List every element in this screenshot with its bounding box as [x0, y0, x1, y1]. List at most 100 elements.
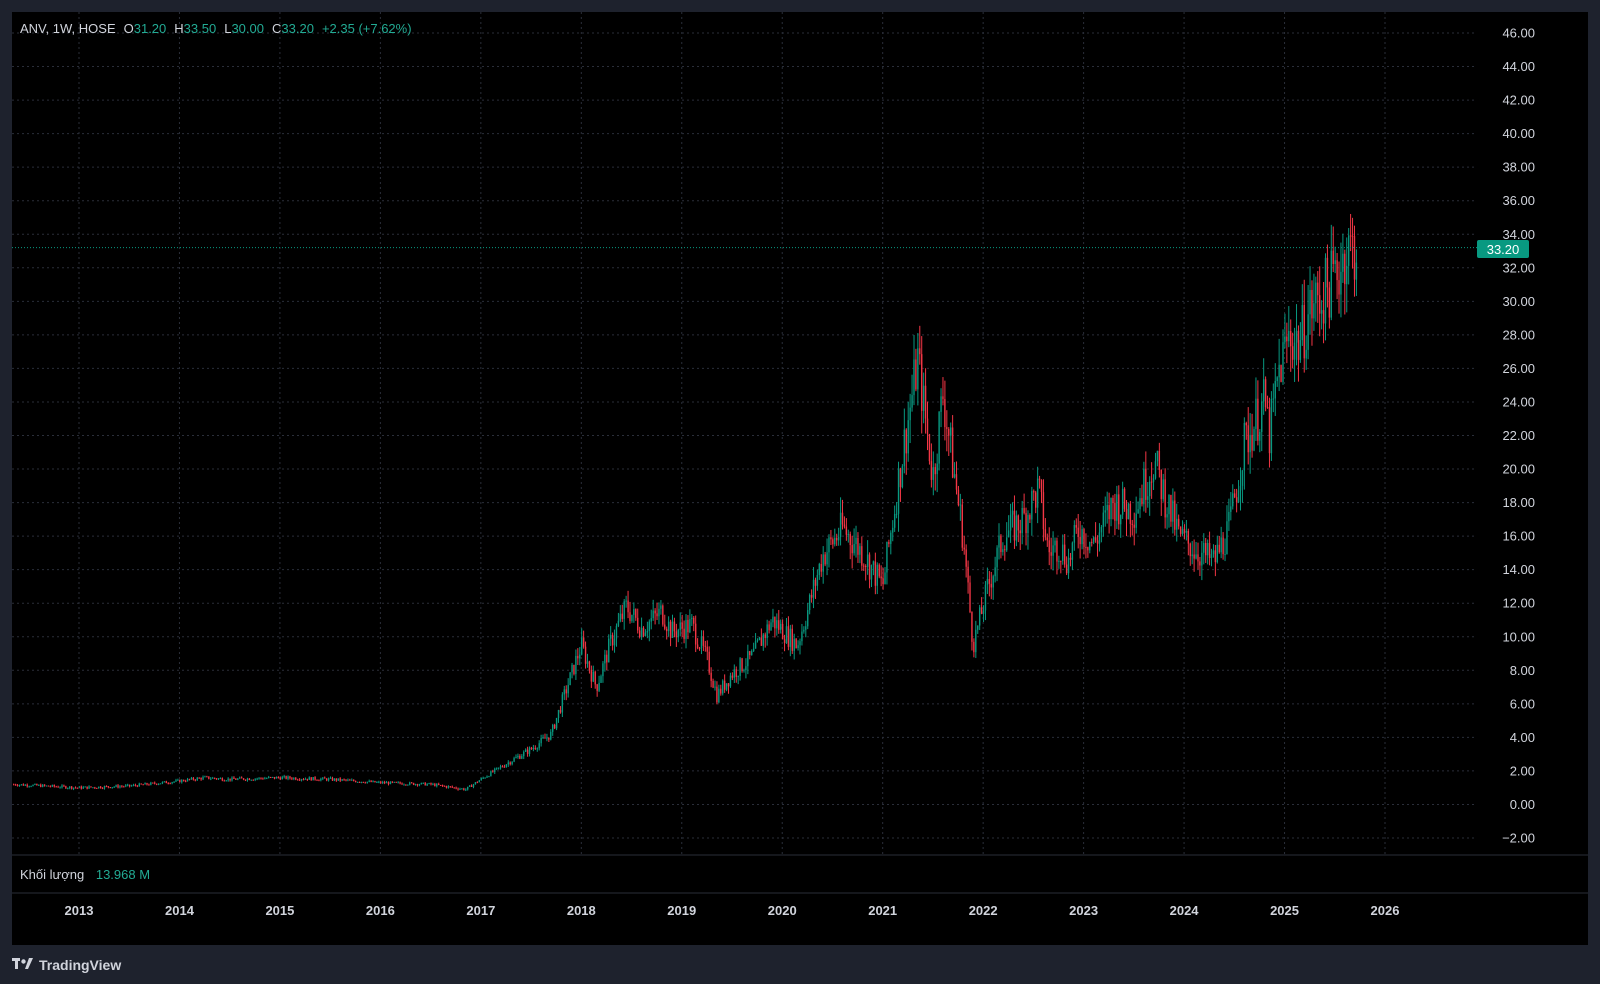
candle-body [720, 688, 722, 694]
candle-body [165, 781, 168, 784]
candle-body [779, 623, 782, 630]
candle-body [882, 578, 884, 585]
candle-body [832, 539, 834, 545]
candle-body [281, 776, 283, 780]
candle-body [324, 777, 326, 779]
symbol-label[interactable]: ANV, 1W, HOSE [20, 21, 116, 36]
candle-body [208, 776, 210, 779]
candle-body [567, 685, 569, 694]
candle-body [824, 554, 826, 565]
candle-body [291, 778, 293, 780]
candle-body [455, 787, 457, 789]
candle-body [982, 610, 985, 614]
candle-body [69, 786, 71, 788]
candle-body [277, 776, 280, 778]
candle-body [397, 782, 399, 784]
candle-body [710, 672, 712, 681]
candle-body [633, 609, 635, 615]
candle-body [1199, 561, 1201, 566]
candle-body [1121, 488, 1124, 515]
candle-body [1152, 478, 1155, 482]
y-tick-label: 22.00 [1502, 428, 1535, 443]
candle-body [615, 625, 618, 639]
candle-body [1346, 265, 1348, 285]
candle-body [994, 567, 996, 577]
tradingview-brand[interactable]: TradingView [12, 955, 121, 975]
candle-body [814, 579, 817, 586]
candle-body [1268, 407, 1271, 454]
tradingview-logo-icon [12, 957, 34, 973]
candle-body [866, 554, 869, 567]
candle-body [130, 785, 133, 787]
candle-body [604, 654, 606, 664]
candle-body [401, 783, 403, 785]
candle-body [204, 776, 206, 778]
candle-body [857, 537, 859, 555]
candle-body [696, 644, 699, 649]
candle-body [851, 545, 853, 554]
candle-body [799, 641, 801, 646]
candle-body [919, 348, 921, 355]
candle-body [1007, 530, 1010, 538]
brand-name: TradingView [39, 957, 122, 973]
candle-body [797, 645, 799, 649]
candle-body [283, 776, 285, 778]
candle-body [1266, 407, 1269, 409]
candle-body [94, 787, 96, 789]
candle-body [890, 532, 892, 544]
candle-body [436, 783, 438, 787]
change-value: +2.35 (+7.62%) [321, 21, 412, 36]
candle-body [915, 359, 917, 390]
candle-body [683, 628, 685, 639]
candle-body [515, 757, 517, 759]
candle-body [146, 783, 148, 785]
candle-body [963, 547, 965, 550]
candle-body [946, 427, 948, 429]
candle-body [565, 689, 567, 694]
candle-body [580, 637, 583, 655]
candle-body [513, 758, 515, 762]
candle-body [200, 777, 202, 780]
candle-body [623, 601, 625, 619]
candle-body [399, 782, 401, 784]
candle-body [231, 777, 233, 781]
candle-body [457, 788, 459, 790]
candle-body [700, 636, 703, 649]
candle-body [403, 784, 405, 786]
candle-body [1089, 541, 1091, 551]
candle-body [517, 755, 519, 758]
candle-body [351, 779, 353, 781]
candle-body [584, 646, 587, 664]
candle-body [921, 354, 923, 411]
candle-body [55, 786, 57, 788]
candle-body [271, 776, 274, 778]
candle-body [169, 783, 171, 785]
price-chart[interactable]: 46.00 44.00 42.00 40.00 38.00 36.00 34.00 32.00… [12, 12, 1588, 945]
candle-body [789, 628, 792, 647]
candle-body [325, 778, 328, 781]
candle-body [14, 784, 17, 786]
candle-body [1168, 495, 1170, 515]
candle-body [573, 664, 575, 674]
candle-body [899, 468, 902, 488]
candle-body [758, 637, 761, 640]
candle-body [111, 787, 113, 789]
candle-body [173, 781, 175, 783]
candle-body [119, 786, 121, 788]
candle-body [1073, 525, 1076, 543]
candle-body [1087, 547, 1089, 551]
candle-body [600, 676, 602, 683]
candle-body [22, 784, 25, 786]
candle-body [488, 776, 490, 778]
candle-body [978, 607, 981, 626]
candle-body [1127, 503, 1130, 520]
volume-label[interactable]: Khối lượng [20, 867, 85, 882]
candle-body [1261, 401, 1263, 432]
candle-body [1247, 425, 1249, 453]
candle-body [681, 622, 683, 629]
candle-body [687, 619, 689, 633]
candle-body [834, 537, 836, 545]
candle-body [155, 783, 158, 785]
candle-body [625, 600, 627, 602]
candle-body [447, 786, 450, 788]
